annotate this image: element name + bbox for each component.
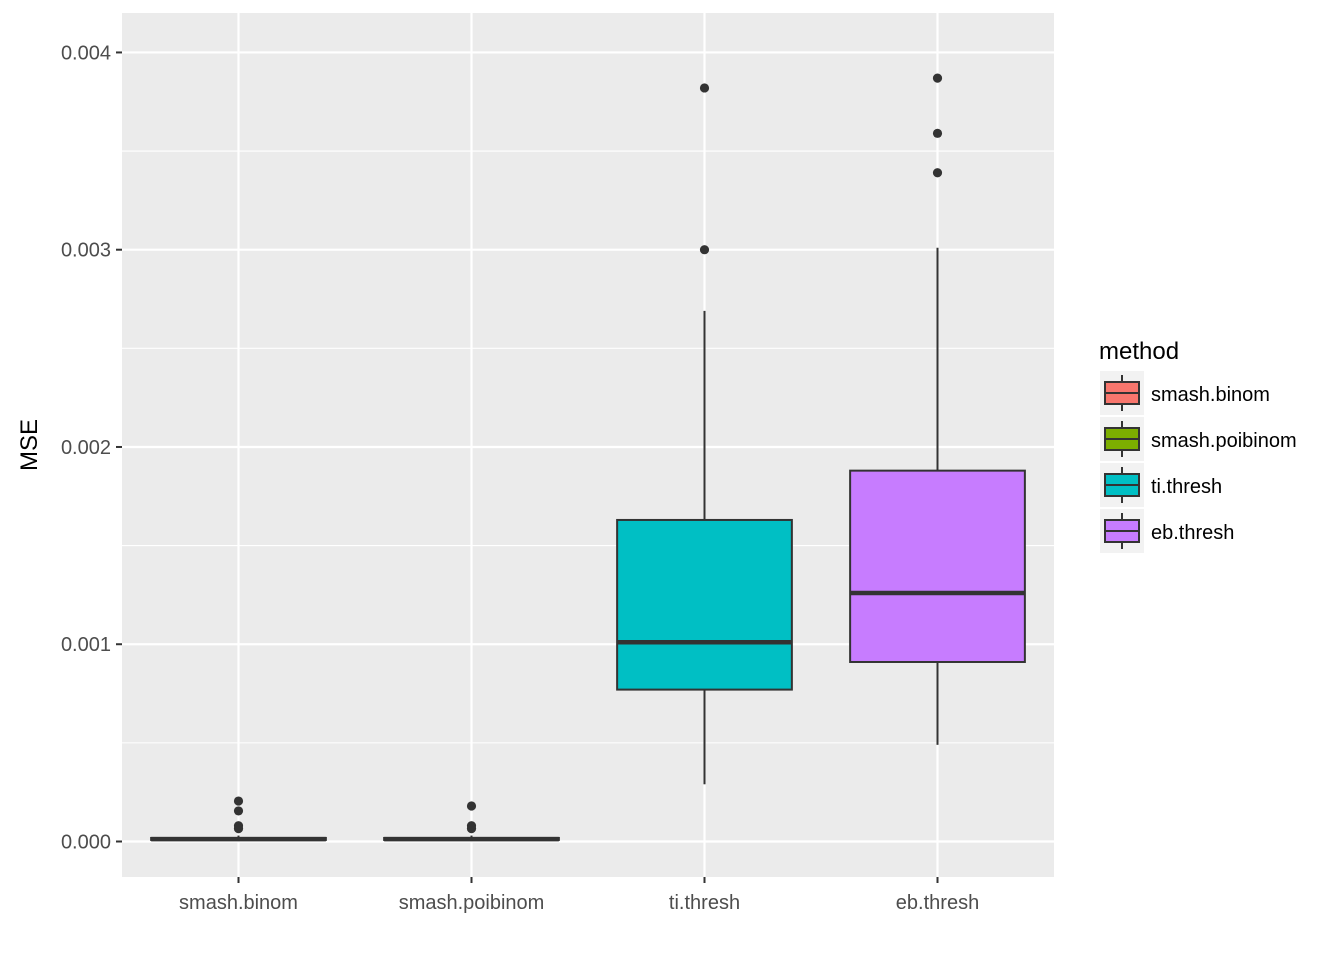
outlier-point	[932, 128, 943, 138]
outlier-point	[466, 801, 477, 811]
box-body	[616, 518, 793, 691]
legend-label: smash.binom	[1151, 384, 1270, 406]
x-tick-label: eb.thresh	[896, 892, 979, 914]
outlier-point	[699, 245, 710, 255]
outlier-point	[932, 168, 943, 178]
legend-label: ti.thresh	[1151, 476, 1222, 498]
box-eb-thresh	[849, 73, 1026, 745]
outlier-point	[932, 73, 943, 83]
box-smash-binom	[150, 796, 327, 842]
legend-title: method	[1099, 338, 1179, 365]
y-tick-label: 0.003	[61, 240, 111, 262]
outlier-point	[699, 83, 710, 93]
grid-lines	[122, 13, 1054, 877]
plot-panel	[122, 13, 1054, 877]
x-tick-label: smash.binom	[179, 892, 298, 914]
legend-item-smash-poibinom: smash.poibinom	[1100, 417, 1297, 461]
y-axis-title: MSE	[16, 419, 43, 471]
y-axis: 0.000 0.001 0.002 0.003 0.004	[61, 42, 122, 853]
box-smash-poibinom	[383, 801, 560, 842]
x-tick-label: smash.poibinom	[399, 892, 545, 914]
y-tick-label: 0.004	[61, 42, 111, 64]
legend-item-smash-binom: smash.binom	[1100, 371, 1270, 415]
outlier-point	[466, 824, 477, 834]
outlier-point	[233, 806, 244, 816]
legend-label: smash.poibinom	[1151, 430, 1297, 452]
legend-label: eb.thresh	[1151, 522, 1234, 544]
x-tick-label: ti.thresh	[669, 892, 740, 914]
box-series	[150, 73, 1026, 842]
legend: smash.binom smash.poibinom ti.thresh eb.thr…	[1100, 371, 1297, 553]
y-tick-label: 0.000	[61, 831, 111, 853]
outlier-point	[233, 824, 244, 834]
y-tick-label: 0.002	[61, 437, 111, 459]
box-ti-thresh	[616, 83, 793, 785]
x-axis: smash.binom smash.poibinom ti.thresh eb.thr…	[179, 877, 979, 914]
legend-item-ti-thresh: ti.thresh	[1100, 463, 1222, 507]
box-body	[849, 469, 1026, 663]
y-tick-label: 0.001	[61, 634, 111, 656]
legend-item-eb-thresh: eb.thresh	[1100, 509, 1234, 553]
outlier-point	[233, 796, 244, 806]
